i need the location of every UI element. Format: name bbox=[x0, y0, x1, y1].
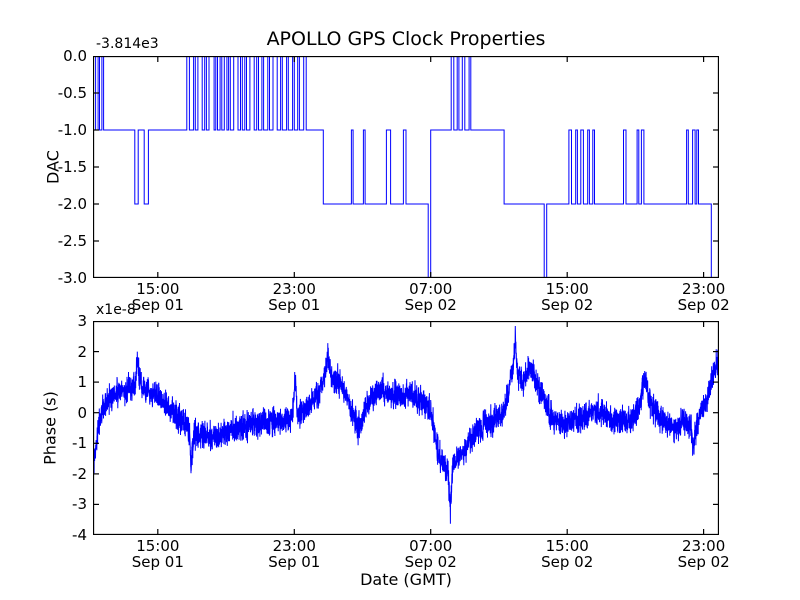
y-tick-label: -1.0 bbox=[57, 121, 87, 139]
x-axis-label: Date (GMT) bbox=[360, 570, 452, 589]
x-tick-label: 07:00 Sep 02 bbox=[404, 280, 457, 314]
y-tick-label: -3 bbox=[72, 495, 87, 514]
x-tick-label: 15:00 Sep 01 bbox=[131, 280, 184, 314]
x-tick-label: 15:00 Sep 01 bbox=[131, 537, 184, 571]
y-tick-label: -4 bbox=[72, 526, 87, 544]
x-tick-label: 15:00 Sep 02 bbox=[541, 280, 594, 314]
y-tick-label: -2.0 bbox=[57, 195, 87, 213]
dac-step-plot bbox=[93, 56, 719, 278]
axes-frame bbox=[93, 321, 719, 535]
axes-frame bbox=[93, 56, 719, 278]
x-tick-label: 23:00 Sep 02 bbox=[677, 280, 730, 314]
y-tick-label: -2.5 bbox=[57, 232, 87, 250]
phase-scale-text: x1e-8 bbox=[96, 302, 136, 318]
y-tick-label: 3 bbox=[77, 312, 87, 330]
x-tick-label: 15:00 Sep 02 bbox=[541, 537, 594, 571]
y-tick-label: 0.0 bbox=[63, 47, 87, 65]
y-tick-label: -0.5 bbox=[57, 84, 87, 102]
dac-offset-text: -3.814e3 bbox=[96, 36, 159, 52]
y-tick-label: -1 bbox=[72, 434, 87, 453]
x-tick-label: 23:00 Sep 02 bbox=[677, 537, 730, 571]
y-tick-label: 1 bbox=[77, 373, 87, 392]
x-tick-label: 07:00 Sep 02 bbox=[404, 537, 457, 571]
phase-noise-plot bbox=[93, 321, 719, 535]
chart-phase-line bbox=[93, 325, 719, 524]
x-tick-label: 23:00 Sep 01 bbox=[268, 280, 321, 314]
y-tick-label: -3.0 bbox=[57, 269, 87, 287]
y-tick-label: 2 bbox=[77, 342, 87, 361]
y-tick-label: -2 bbox=[72, 464, 87, 483]
chart-dac-line bbox=[93, 56, 719, 278]
y-tick-label: -1.5 bbox=[57, 158, 87, 176]
x-tick-label: 23:00 Sep 01 bbox=[268, 537, 321, 571]
chart-title: APOLLO GPS Clock Properties bbox=[266, 28, 546, 50]
y-tick-label: 0 bbox=[77, 403, 87, 422]
